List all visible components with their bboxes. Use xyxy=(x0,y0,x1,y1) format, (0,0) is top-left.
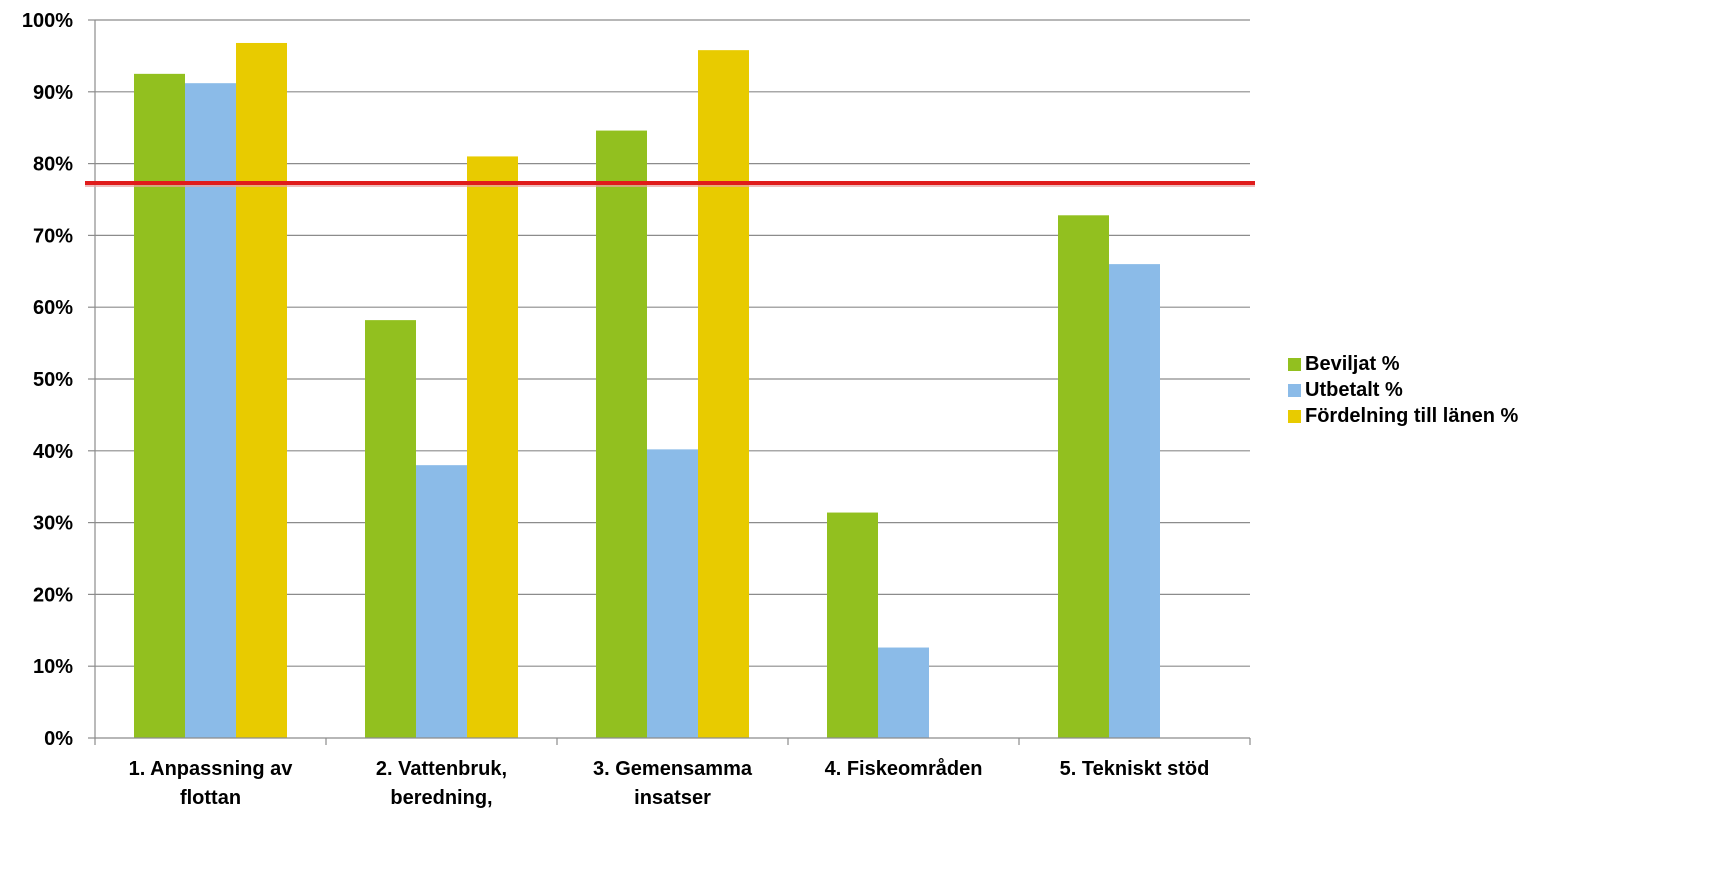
x-category-label: 3. Gemensamma xyxy=(593,758,753,780)
legend-item-fordelning: Fördelning till länen % xyxy=(1288,404,1518,429)
bar xyxy=(1109,264,1160,738)
y-tick-label: 0% xyxy=(44,728,73,750)
y-tick-label: 40% xyxy=(33,441,73,463)
y-tick-label: 100% xyxy=(22,10,73,32)
y-tick-label: 30% xyxy=(33,513,73,535)
x-axis xyxy=(88,19,1251,745)
y-tick-label: 90% xyxy=(33,82,73,104)
legend: Beviljat % Utbetalt % Fördelning till lä… xyxy=(1288,352,1518,430)
bar xyxy=(134,73,185,739)
bar xyxy=(596,130,647,738)
x-category-label: beredning, xyxy=(390,787,492,809)
x-category-label: 1. Anpassning av xyxy=(129,758,294,780)
legend-label: Fördelning till länen % xyxy=(1305,405,1519,427)
x-category-label: 4. Fiskeområden xyxy=(825,757,983,780)
y-tick-label: 50% xyxy=(33,369,73,391)
y-tick-label: 80% xyxy=(33,154,73,176)
x-category-label: insatser xyxy=(634,787,711,809)
legend-item-beviljat: Beviljat % xyxy=(1288,352,1518,377)
x-category-label: 2. Vattenbruk, xyxy=(376,758,507,780)
bar xyxy=(236,42,287,738)
legend-swatch-beviljat xyxy=(1288,358,1301,371)
legend-swatch-utbetalt xyxy=(1288,384,1301,397)
bar xyxy=(416,465,467,738)
bar xyxy=(467,156,518,739)
bar xyxy=(365,320,416,738)
bar xyxy=(878,647,929,738)
y-tick-label: 10% xyxy=(33,656,73,678)
reference-line-group xyxy=(85,180,1255,187)
x-category-label: 5. Tekniskt stöd xyxy=(1060,758,1210,780)
bar xyxy=(827,512,878,738)
x-axis-labels: 1. Anpassning av flottan 2. Vattenbruk, ber… xyxy=(129,757,1210,809)
y-tick-label: 60% xyxy=(33,297,73,319)
y-tick-label: 70% xyxy=(33,225,73,247)
bar xyxy=(185,83,236,738)
x-category-label: flottan xyxy=(180,787,241,809)
y-tick-label: 20% xyxy=(33,584,73,606)
legend-swatch-fordelning xyxy=(1288,410,1301,423)
gridlines xyxy=(95,19,1250,667)
bar xyxy=(698,50,749,738)
bar xyxy=(647,449,698,738)
legend-label: Beviljat % xyxy=(1305,353,1400,375)
bar xyxy=(1058,215,1109,738)
legend-label: Utbetalt % xyxy=(1305,379,1403,401)
y-axis-labels: 0% 10% 20% 30% 40% 50% 60% 70% 80% 90% 100% xyxy=(22,10,73,750)
legend-item-utbetalt: Utbetalt % xyxy=(1288,378,1518,403)
bars xyxy=(134,42,1160,739)
